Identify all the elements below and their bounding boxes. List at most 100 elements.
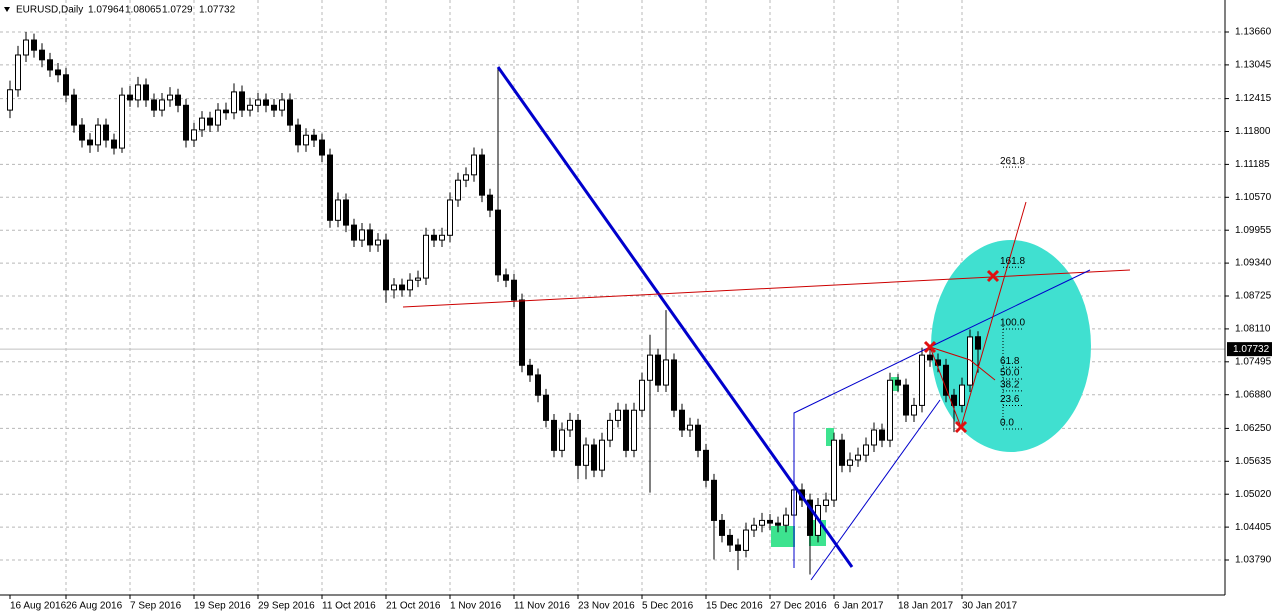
candle-body [431,234,437,241]
candle-body [927,354,933,361]
highlight-box [771,526,795,547]
candle-body [783,514,789,526]
candle-body [711,479,717,521]
candle-body [399,284,405,291]
x-tick-label: 5 Dec 2016 [642,601,694,612]
candle-body [39,49,45,61]
candle-body [23,39,29,56]
candle-body [439,234,445,241]
candle-body [31,39,37,51]
candle-body [495,209,501,276]
candle-body [247,104,253,111]
x-tick-label: 7 Sep 2016 [130,601,182,612]
candle-body [679,409,685,431]
axes: 1.13660 1.13045 1.12415 1.11800 1.11185 1.105… [9,27,1272,612]
candle-body [863,444,869,456]
candle-body [623,409,629,451]
candle-body [855,454,861,461]
candle-body [175,94,181,106]
candle-body [719,519,725,536]
candle-body [63,74,69,96]
candle-body [743,529,749,551]
candle-body [463,174,469,181]
price-tag [1227,342,1272,357]
y-tick-label: 1.04405 [1235,522,1272,533]
candle-body [511,279,517,301]
candle-body [695,424,701,451]
y-tick-label: 1.09340 [1235,258,1272,269]
menu-icon[interactable] [4,7,10,12]
fib-label: 38.2 [1000,379,1020,390]
y-tick-label: 1.10570 [1235,192,1272,203]
candle-body [383,239,389,291]
candle-body [751,524,757,531]
candle-body [543,394,549,421]
candle-body [647,354,653,381]
candle-body [295,124,301,146]
candle-body [559,429,565,451]
candle-body [415,277,421,281]
candle-body [407,279,413,291]
candle-body [583,444,589,466]
x-markers [923,269,1000,434]
candle-body [375,239,381,246]
fib-label: 100.0 [1000,318,1025,329]
candle-body [943,364,949,396]
y-tick-label: 1.06250 [1235,423,1272,434]
candle-body [871,429,877,446]
candle-body [895,379,901,386]
candle-body [311,134,317,141]
candle-body [567,419,573,431]
candle-body [335,199,341,221]
candle-body [879,429,885,441]
candle-body [471,154,477,176]
candle-body [551,419,557,451]
x-tick-label: 11 Oct 2016 [322,601,376,612]
x-tick-label: 1 Nov 2016 [450,601,502,612]
candle-body [759,519,765,526]
y-tick-label: 1.11185 [1235,159,1270,170]
x-tick-label: 19 Sep 2016 [194,601,251,612]
fib-label: 161.8 [1000,256,1025,267]
candle-body [351,224,357,241]
candle-body [319,139,325,156]
candle-body [911,404,917,416]
candle-body [231,91,237,114]
candle-body [631,409,637,451]
candle-body [287,99,293,126]
candle-body [79,124,85,141]
open-value: 1.07964 [88,5,125,16]
candle-body [639,379,645,411]
fib-label: 23.6 [1000,394,1020,405]
candle-body [607,419,613,441]
y-tick-label: 1.05020 [1235,489,1272,500]
channel-line [793,269,1091,568]
candle-body [159,99,165,111]
candle-body [183,104,189,141]
y-tick-label: 1.03790 [1235,555,1272,566]
candle-body [847,459,853,466]
candle-body [367,229,373,246]
candle-body [207,117,213,126]
x-tick-label: 30 Jan 2017 [962,601,1017,612]
candle-body [959,384,965,406]
candle-body [199,117,205,131]
candle-body [455,179,461,201]
candle-body [479,154,485,196]
trend-line [496,66,854,568]
fib-label: 50.0 [1000,368,1020,379]
y-tick-label: 1.13660 [1235,27,1272,38]
candle-body [823,499,829,506]
close-value: 1.07732 [199,5,236,16]
candle-body [687,424,693,431]
candle-body [655,354,661,386]
candle-body [663,359,669,386]
candle-body [423,234,429,279]
candle-body [271,104,277,111]
fib-label: 261.8 [1000,156,1025,167]
candle-body [55,69,61,76]
candle-body [615,409,621,421]
candle-body [119,94,125,149]
